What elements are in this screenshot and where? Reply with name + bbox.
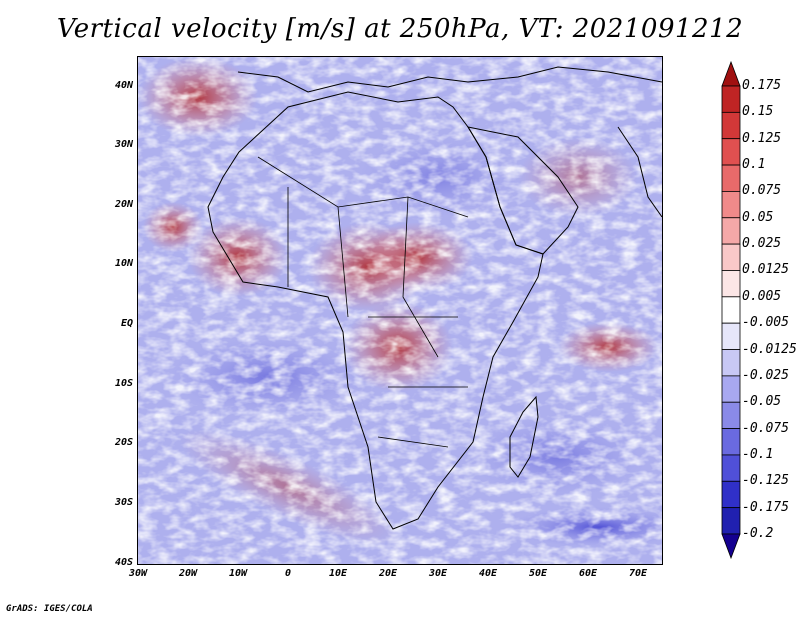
colorbar-segment [721,375,741,403]
colorbar-segment [721,322,741,350]
lon-label: 20E [378,568,398,579]
colorbar-label: 0.025 [742,236,782,252]
colorbar-label: -0.025 [742,367,789,383]
colorbar-label: 0.005 [742,288,782,304]
colorbar-segment [721,401,741,429]
lat-label: 40N [114,80,133,91]
lat-label: 30N [114,139,133,150]
lat-label: 10N [114,258,133,269]
colorbar-segment [721,85,741,113]
lon-label: 20W [178,568,198,579]
colorbar-segment [721,533,741,560]
colorbar-label: 0.0125 [742,262,789,278]
lon-label: 50E [528,568,548,579]
colorbar-segment [721,270,741,298]
colorbar-segment [721,480,741,509]
colorbar-segment [721,296,741,324]
colorbar-label: -0.075 [742,420,789,436]
lat-label: 10S [114,378,133,389]
lon-label: 40E [478,568,498,579]
colorbar-segment [721,454,741,482]
lat-label: 20N [114,199,133,210]
colorbar-segment [721,217,741,245]
india-coastline [617,126,662,218]
footer-credit: GrADS: IGES/COLA [6,604,93,614]
africa-coastline [207,91,544,530]
colorbar-segment [721,138,741,166]
colorbar [721,60,741,560]
colorbar-label: -0.2 [742,526,774,541]
colorbar-segment [721,428,741,456]
lat-label: 20S [114,437,133,448]
colorbar-label: -0.005 [742,315,789,331]
lat-label: EQ [120,318,133,329]
country-borders [257,156,469,448]
colorbar-segment [721,243,741,271]
lon-label: 10W [228,568,248,579]
europe-coastline [237,66,662,93]
velocity-map [137,56,663,565]
colorbar-label: 0.175 [742,78,782,93]
colorbar-label: -0.1 [742,446,774,462]
map-title: Vertical velocity [m/s] at 250hPa, VT: 2… [56,14,744,44]
colorbar-label: 0.125 [742,130,782,146]
lon-label: 10E [328,568,348,579]
colorbar-label: 0.075 [742,183,782,199]
colorbar-label: -0.0125 [742,341,797,357]
lon-label: 30E [428,568,448,579]
colorbar-segment [721,349,741,377]
colorbar-label: 0.15 [742,104,774,120]
lon-label: 0 [284,568,292,579]
colorbar-label: 0.05 [742,209,774,225]
lat-label: 40S [114,557,133,568]
colorbar-segment [721,191,741,219]
arabia-coastline [466,126,579,255]
colorbar-segment [721,164,741,192]
lon-label: 70E [628,568,648,579]
colorbar-label: 0.1 [742,157,766,173]
colorbar-label: -0.125 [742,473,789,489]
velocity-field [138,57,662,564]
colorbar-segment [721,507,741,535]
colorbar-segment [721,111,741,140]
lon-label: 30W [128,568,148,579]
lon-label: 60E [578,568,598,579]
madagascar-coastline [509,395,539,478]
colorbar-label: -0.05 [742,394,782,410]
field-texture [138,57,662,564]
colorbar-segment [721,60,741,87]
colorbar-label: -0.175 [742,499,789,515]
lat-label: 30S [114,497,133,508]
